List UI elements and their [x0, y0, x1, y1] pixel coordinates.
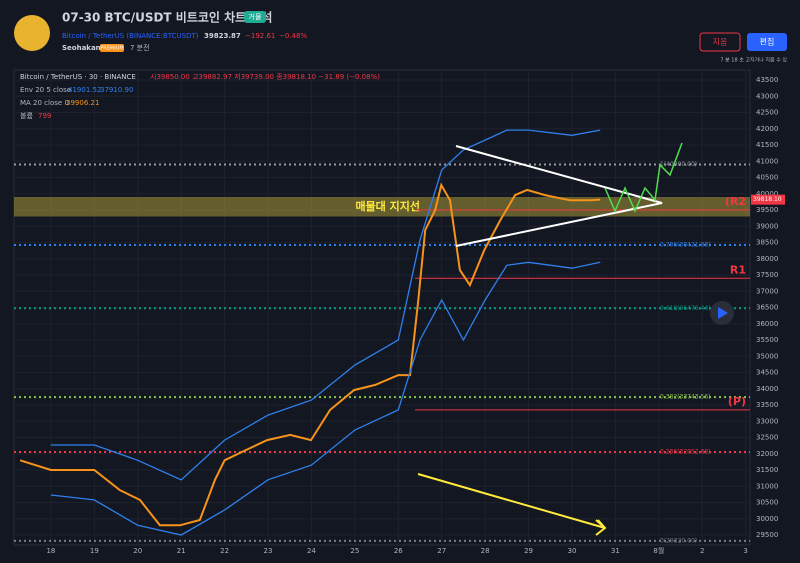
y-tick-label: 41500 [756, 141, 778, 149]
fib-label: 0.618(36476.44) [660, 305, 711, 312]
y-tick-label: 43500 [756, 76, 778, 84]
x-tick-label: 24 [307, 547, 316, 555]
x-tick-label: 29 [524, 547, 533, 555]
fib-label: 0.236(32052.88) [660, 449, 711, 456]
env-low: 37910.90 [100, 86, 133, 94]
time: 7 분전 [130, 43, 150, 52]
note: 7 분 18 초 고지거나 지움 수 있 [720, 57, 787, 64]
fib-label: 1(40900.00) [660, 161, 697, 168]
y-tick-label: 40000 [756, 190, 778, 198]
series-line [50, 261, 601, 536]
premium-bg [100, 44, 124, 52]
y-tick-label: 37500 [756, 271, 778, 279]
env-name: Env 20 5 close [20, 86, 71, 94]
y-tick-label: 38000 [756, 255, 778, 263]
y-tick-label: 43000 [756, 92, 778, 100]
x-tick-label: 8월 [653, 546, 664, 555]
x-tick-label: 22 [220, 547, 229, 555]
arrow-head [595, 519, 607, 536]
legend-ohlc: 시39850.00 고39882.97 저39739.00 종39818.10 … [150, 72, 380, 81]
vol-name: 볼륨 [20, 111, 33, 120]
x-tick-label: 18 [46, 547, 55, 555]
change: −192.61 [245, 32, 275, 40]
x-tick-label: 21 [177, 547, 186, 555]
edit-label[interactable]: 편집 [760, 37, 775, 47]
x-tick-label: 31 [611, 547, 620, 555]
edit-button[interactable] [747, 33, 787, 51]
level-label: R1 [730, 263, 746, 276]
play-icon[interactable] [718, 307, 728, 319]
premium: PREMIUM [100, 46, 123, 52]
y-tick-label: 36000 [756, 320, 778, 328]
fib-label: 0(29320.00) [660, 537, 697, 544]
price: 39823.87 [204, 32, 241, 40]
x-tick-label: 26 [394, 547, 403, 555]
y-tick-label: 35500 [756, 336, 778, 344]
x-tick-label: 23 [264, 547, 273, 555]
y-tick-label: 38500 [756, 239, 778, 247]
series-line [19, 182, 601, 527]
change-pct: −0.48% [279, 32, 307, 40]
x-tick-label: 3 [743, 547, 747, 555]
ma-val: 39906.21 [66, 99, 99, 107]
badge: 거물 [249, 12, 262, 21]
y-tick-label: 31000 [756, 482, 778, 490]
badge-bg [244, 11, 266, 23]
series-line [50, 129, 601, 481]
y-tick-label: 42000 [756, 125, 778, 133]
level-label: (R2 [725, 195, 746, 208]
y-tick-label: 30500 [756, 499, 778, 507]
x-tick-label: 27 [437, 547, 446, 555]
x-tick-label: 30 [568, 547, 577, 555]
delete-label[interactable]: 지움 [713, 38, 728, 47]
x-tick-label: 25 [350, 547, 359, 555]
price-tag [751, 194, 785, 205]
x-tick-label: 20 [133, 547, 142, 555]
triangle [455, 145, 663, 247]
y-tick-label: 29500 [756, 531, 778, 539]
x-tick-label: 19 [90, 547, 99, 555]
y-tick-label: 34000 [756, 385, 778, 393]
y-tick-label: 40500 [756, 174, 778, 182]
y-tick-label: 35000 [756, 352, 778, 360]
y-tick-label: 37000 [756, 287, 778, 295]
avatar [14, 15, 50, 51]
symbol: Bitcoin / TetherUS (BINANCE:BTCUSDT) [62, 32, 199, 40]
y-tick-label: 33500 [756, 401, 778, 409]
delete-button[interactable] [699, 32, 741, 52]
fib-label: 0.786(38421.88) [660, 242, 711, 249]
zone-label: 매물대 지지선 [355, 199, 420, 213]
y-tick-label: 39000 [756, 222, 778, 230]
author[interactable]: Seohakant [62, 44, 105, 52]
ma-name: MA 20 close 0 [20, 99, 69, 107]
y-tick-label: 36500 [756, 304, 778, 312]
fib-label: 0.382(33743.56) [660, 394, 711, 401]
x-tick-label: 28 [481, 547, 490, 555]
y-tick-label: 33000 [756, 417, 778, 425]
y-tick-label: 41000 [756, 157, 778, 165]
vol-val: 799 [38, 112, 51, 120]
zone [14, 197, 750, 217]
env-up: 41901.52 [68, 86, 101, 94]
y-tick-label: 31500 [756, 466, 778, 474]
y-tick-label: 32000 [756, 450, 778, 458]
legend-symbol: Bitcoin / TetherUS · 30 · BINANCE [20, 73, 136, 81]
y-tick-label: 39500 [756, 206, 778, 214]
level-label: (P) [728, 395, 746, 408]
y-tick-label: 32500 [756, 434, 778, 442]
y-tick-label: 30000 [756, 515, 778, 523]
y-tick-label: 34500 [756, 369, 778, 377]
title: 07-30 BTC/USDT 비트코인 차트 분석 [62, 10, 272, 25]
projection [604, 142, 683, 213]
price-tag-label: 39818.10 [753, 196, 782, 203]
x-tick-label: 2 [700, 547, 704, 555]
y-tick-label: 42500 [756, 109, 778, 117]
